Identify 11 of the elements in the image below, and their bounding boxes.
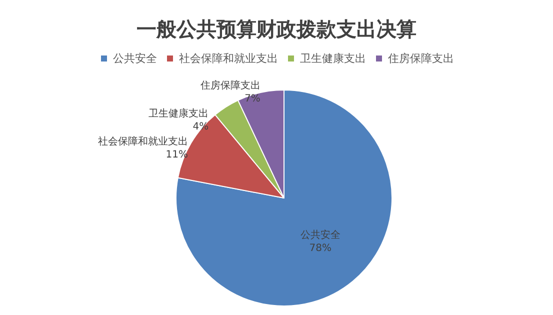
legend-label: 卫生健康支出 [300,52,366,65]
legend-label: 公共安全 [113,52,157,65]
data-label: 7% [244,94,260,105]
data-label: 78% [309,242,332,254]
slice-label: 住房保障支出 [200,80,260,92]
slice-label: 卫生健康支出 [148,108,209,120]
legend-label: 社会保障和就业支出 [179,52,278,65]
legend-label: 住房保障支出 [388,52,454,65]
slice-label: 公共安全 [300,228,340,241]
chart-title: 一般公共预算财政拨款支出决算 [136,17,416,41]
slice-label: 社会保障和就业支出 [98,136,188,148]
